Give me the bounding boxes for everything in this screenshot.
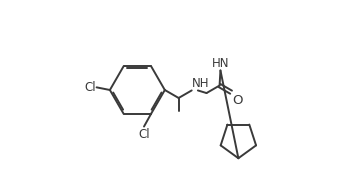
Text: NH: NH: [192, 76, 209, 90]
Text: Cl: Cl: [138, 128, 150, 141]
Text: O: O: [232, 94, 242, 107]
Text: HN: HN: [212, 57, 229, 70]
Text: Cl: Cl: [84, 81, 96, 94]
